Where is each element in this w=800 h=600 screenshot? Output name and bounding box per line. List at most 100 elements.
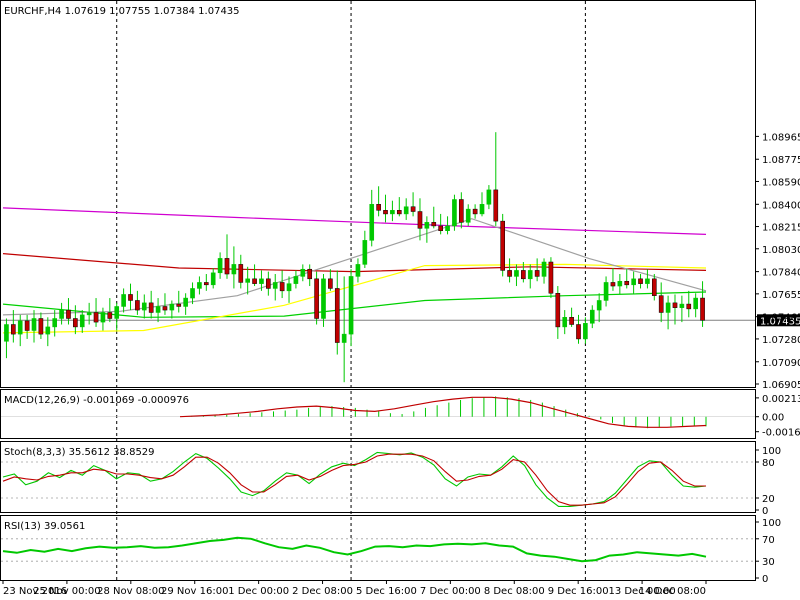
price-tick-label: 1.07465 <box>762 313 800 324</box>
candle-bear <box>672 302 678 308</box>
macd-title: MACD(12,26,9) -0.001069 -0.000976 <box>4 395 189 406</box>
candle-bear <box>162 306 168 311</box>
price-tick-label: 1.08400 <box>762 200 800 211</box>
candle-bull <box>341 333 347 343</box>
candle-bear <box>610 282 616 287</box>
candle-bear <box>307 268 313 280</box>
candle-bull <box>231 264 237 275</box>
candle-bull <box>479 204 485 215</box>
candle-bear <box>521 270 526 280</box>
time-tick-label: 9 Dec 16:00 <box>548 586 609 597</box>
candle-bear <box>252 278 257 284</box>
candle-bear <box>224 258 230 275</box>
macd-tick-label: 0.00 <box>762 413 784 424</box>
macd-tick-label: 0.002133 <box>762 394 800 405</box>
candle-bull <box>541 261 547 277</box>
candle-bull <box>603 282 609 301</box>
candle-bull <box>589 309 595 324</box>
candle-bear <box>238 264 244 283</box>
macd-pane-frame <box>0 389 756 439</box>
candle-bull <box>217 258 223 274</box>
moving-average-line <box>2 253 707 273</box>
candle-bull <box>210 272 216 286</box>
candle-bear <box>624 280 630 286</box>
oscillator-line <box>2 453 706 506</box>
candle-bear <box>534 270 540 277</box>
candle-bull <box>86 312 92 316</box>
candle-bull <box>617 280 623 287</box>
candle-bear <box>148 302 154 313</box>
price-tick-label: 1.07655 <box>762 290 800 301</box>
candle-bear <box>493 189 499 222</box>
candle-bear <box>93 312 99 323</box>
macd-tick-label: -0.001698 <box>762 428 800 439</box>
candle-bull <box>17 320 23 335</box>
candle-bull <box>348 276 354 335</box>
candle-bear <box>686 303 692 310</box>
candle-bull <box>79 314 85 328</box>
candle-bull <box>45 326 51 335</box>
candle-bull <box>403 206 409 215</box>
stoch-pane-frame <box>0 441 756 513</box>
candle-bull <box>31 318 37 331</box>
price-tick-label: 1.07840 <box>762 268 800 279</box>
candle-bull <box>665 302 671 313</box>
main-chart-title: EURCHF,H4 1.07619 1.07755 1.07384 1.0743… <box>4 6 240 17</box>
time-tick-label: 29 Nov 16:00 <box>161 586 228 597</box>
candle-bull <box>486 189 492 205</box>
candle-bull <box>321 278 326 319</box>
candle-bear <box>128 294 133 301</box>
candle-bull <box>631 278 636 286</box>
candle-bear <box>638 278 643 284</box>
candle-bull <box>445 225 450 231</box>
candle-bull <box>197 282 202 289</box>
candle-bear <box>107 312 113 319</box>
candle-bear <box>38 318 44 335</box>
candle-bear <box>204 282 209 286</box>
time-tick-label: 2 Dec 08:00 <box>292 586 353 597</box>
candle-bear <box>24 320 30 331</box>
rsi-indicator: 100 70 30 0 <box>1 518 781 585</box>
candle-bear <box>396 210 402 215</box>
candle-bull <box>52 318 58 328</box>
candle-bull <box>141 302 147 311</box>
price-tick-label: 1.08030 <box>762 245 800 256</box>
current-price-tag <box>757 314 800 327</box>
candle-bear <box>11 324 16 335</box>
moving-average-line <box>2 291 707 318</box>
candle-bull <box>693 297 698 310</box>
candle-bear <box>700 297 705 321</box>
candle-bull <box>286 283 292 292</box>
candle-bull <box>362 240 368 265</box>
price-tick-label: 1.08215 <box>762 223 800 234</box>
candle-bear <box>555 293 561 328</box>
stoch-title: Stoch(8,3,3) 35.5612 38.8529 <box>4 447 155 458</box>
candle-bear <box>314 278 319 319</box>
candle-bull <box>369 204 375 241</box>
candle-bear <box>548 261 554 294</box>
candle-bull <box>169 303 175 311</box>
price-tick-label: 1.08965 <box>762 132 800 143</box>
oscillator-tick-label: 0 <box>762 574 768 585</box>
time-tick-label: 23 Nov 2016 <box>3 586 67 597</box>
candle-bull <box>100 312 106 323</box>
oscillator-tick-label: 80 <box>762 458 775 469</box>
candle-bull <box>514 270 519 277</box>
time-tick-label: 1 Dec 00:00 <box>228 586 289 597</box>
candle-bear <box>658 295 664 313</box>
candle-bear <box>459 199 464 223</box>
oscillator-tick-label: 0 <box>762 506 768 517</box>
candle-bear <box>569 317 574 325</box>
candle-bear <box>66 309 71 319</box>
price-tick-label: 1.08590 <box>762 177 800 188</box>
candle-bull <box>452 199 457 227</box>
time-tick-label: 7 Dec 00:00 <box>420 586 481 597</box>
candle-bull <box>645 278 650 284</box>
candle-bear <box>576 324 581 340</box>
candle-bear <box>472 208 478 215</box>
current-price-tag-label: 1.07435 <box>760 316 800 327</box>
candle-bull <box>245 278 250 283</box>
